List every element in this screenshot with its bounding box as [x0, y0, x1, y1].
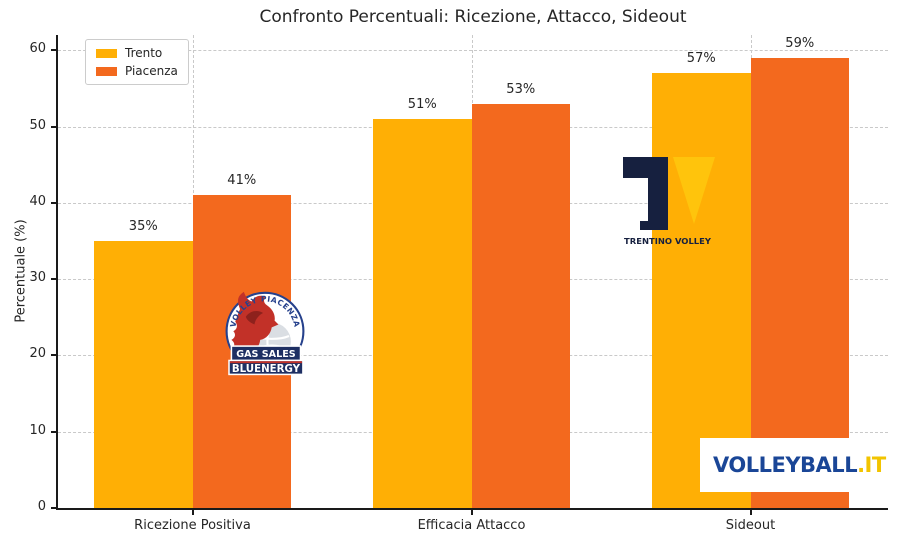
trentino-t-mark [623, 157, 668, 230]
y-tick-label: 0 [37, 499, 46, 514]
bar-value-label: 59% [785, 35, 815, 51]
y-tick-label: 50 [29, 117, 46, 133]
bar-trento-efficacia-attacco [373, 118, 472, 508]
bar-trento-sideout [652, 73, 751, 508]
trentino-caption: TRENTINO VOLLEY [624, 236, 712, 246]
bar-value-label: 35% [128, 218, 158, 234]
x-tick-label: Ricezione Positiva [134, 518, 251, 533]
x-axis-spine [56, 508, 888, 510]
y-tick-label: 60 [29, 41, 46, 57]
volleyballit-wordmark: VOLLEYBALL.IT [713, 453, 886, 477]
bar-value-label: 41% [227, 173, 257, 189]
trento-color-swatch [96, 48, 117, 58]
legend-label-piacenza: Piacenza [125, 64, 178, 78]
y-tick-mark [51, 354, 56, 357]
volleyballit-text: VOLLEYBALL [713, 453, 858, 477]
legend: Trento Piacenza [85, 39, 189, 85]
banner-bluenergy-text: BLUENERGY [232, 363, 301, 375]
x-tick-mark [470, 510, 473, 515]
piacenza-color-swatch [96, 66, 117, 76]
bar-value-label: 57% [686, 51, 716, 67]
legend-item-piacenza: Piacenza [96, 65, 178, 77]
y-tick-mark [51, 430, 56, 433]
bar-value-label: 51% [407, 96, 437, 112]
horizontal-gridline [58, 50, 888, 52]
banner-bluenergy [228, 359, 304, 376]
legend-label-trento: Trento [125, 46, 163, 60]
y-tick-label: 20 [29, 346, 46, 362]
y-tick-mark [51, 201, 56, 204]
y-tick-mark [51, 278, 56, 281]
legend-item-trento: Trento [96, 47, 178, 59]
volleyballit-suffix: .IT [857, 453, 886, 477]
y-tick-label: 30 [29, 270, 46, 286]
trentino-v-triangle [673, 157, 715, 224]
trentino-volley-logo: TRENTINO VOLLEY [623, 157, 715, 246]
bar-piacenza-efficacia-attacco [471, 103, 570, 508]
y-tick-mark [51, 507, 56, 509]
bar-trento-ricezione-positiva [94, 240, 193, 508]
x-tick-mark [749, 510, 752, 515]
x-tick-label: Efficacia Attacco [417, 518, 526, 533]
x-tick-label: Sideout [725, 518, 776, 533]
y-tick-label: 10 [29, 422, 46, 438]
chart-title: Confronto Percentuali: Ricezione, Attacc… [259, 7, 687, 27]
y-tick-label: 40 [29, 193, 46, 209]
volleyballit-logo: VOLLEYBALL.IT [700, 438, 886, 492]
banner-red-stripe [229, 361, 302, 364]
bar-value-label: 53% [506, 81, 536, 97]
piacenza-club-logo: VOLLEY PIACENZA GAS SALES BLUENERGY [225, 291, 305, 376]
wolf-shading [245, 310, 264, 325]
y-tick-mark [51, 49, 56, 52]
x-tick-mark [191, 510, 194, 515]
y-tick-mark [51, 125, 56, 128]
bar-piacenza-sideout [750, 57, 849, 508]
wolf-icon [231, 291, 279, 360]
crest-banners: GAS SALES BLUENERGY [228, 345, 304, 376]
y-axis-spine [56, 35, 58, 510]
banner-gas-sales-text: GAS SALES [236, 349, 296, 360]
